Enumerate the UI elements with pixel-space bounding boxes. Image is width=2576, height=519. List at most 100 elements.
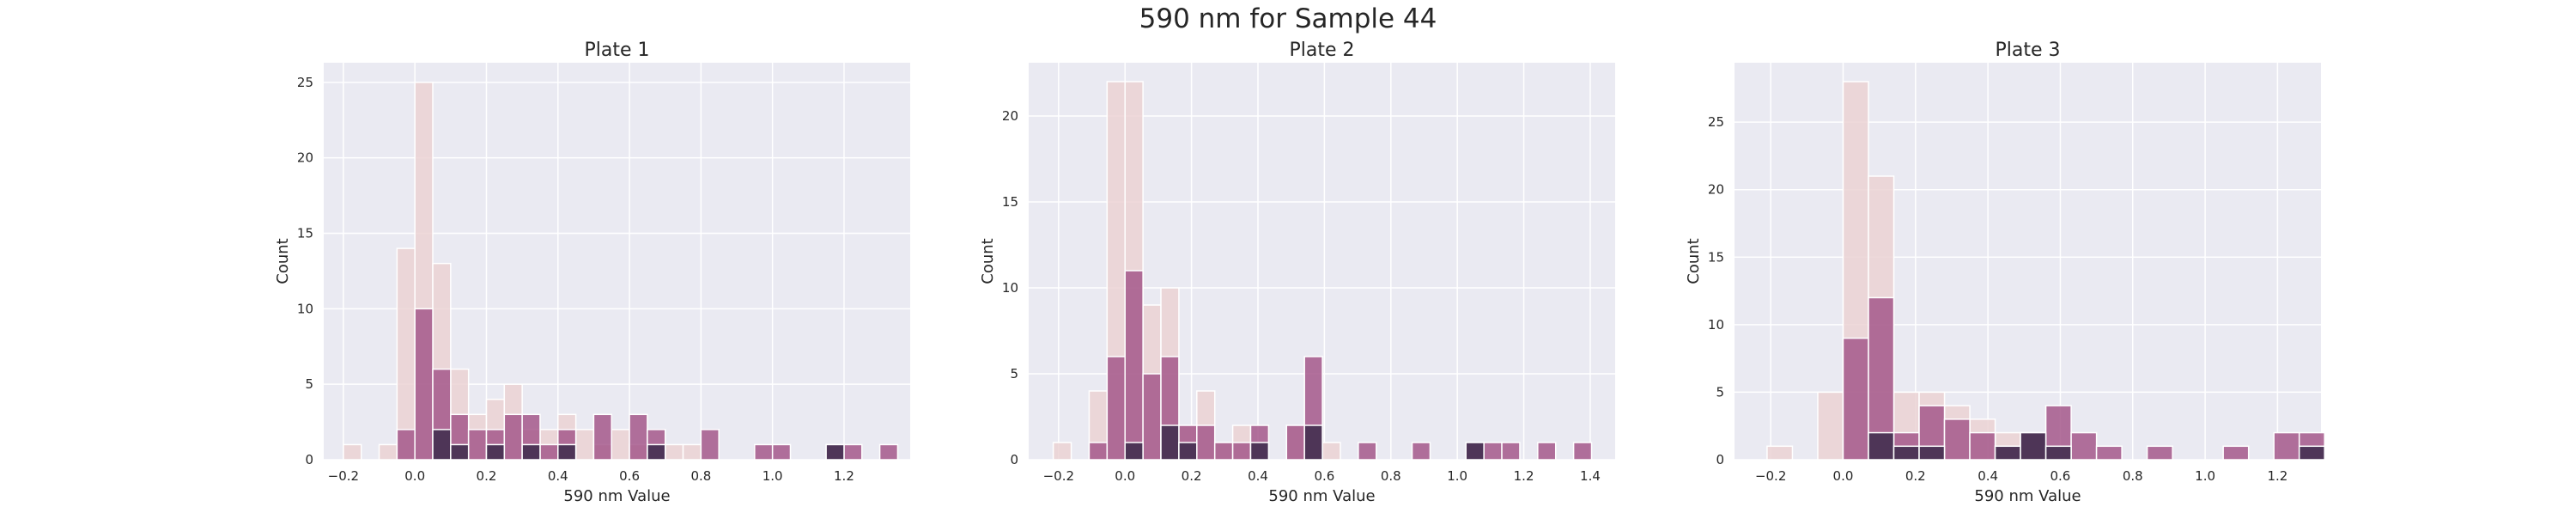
histogram-bar-dark <box>2020 431 2047 461</box>
histogram-bar-light <box>1766 445 1794 461</box>
histogram-bar-mid <box>1124 270 1144 461</box>
x-tick-label: 0.4 <box>548 468 568 484</box>
histogram-bar-mid <box>700 429 720 461</box>
histogram-bar-mid <box>878 443 899 461</box>
y-tick-label: 15 <box>1002 194 1018 210</box>
x-tick-label: 1.0 <box>762 468 783 484</box>
histogram-bar-mid <box>539 443 559 461</box>
histogram-bar-light <box>682 443 702 461</box>
histogram-bar-mid <box>1285 424 1305 461</box>
y-tick-label: 15 <box>297 226 313 241</box>
x-tick-label: 0.6 <box>619 468 640 484</box>
histogram-bar-dark <box>2044 445 2072 461</box>
x-tick-label: 1.2 <box>1514 468 1534 484</box>
histogram-bar-mid <box>1106 356 1126 461</box>
bars <box>1052 81 1593 461</box>
bars <box>343 82 899 461</box>
x-tick-label: 1.0 <box>2195 468 2215 484</box>
x-tick-label: 1.4 <box>1580 468 1601 484</box>
histogram-bar-mid <box>1196 424 1216 461</box>
histogram-bar-mid <box>2146 445 2173 461</box>
histogram-bar-dark <box>1178 442 1198 461</box>
histogram-bar-dark <box>485 443 506 461</box>
histogram-bar-dark <box>521 443 541 461</box>
x-tick-label: −0.2 <box>1755 468 1786 484</box>
y-tick-label: 20 <box>1002 108 1018 124</box>
histogram-bar-mid <box>629 413 648 461</box>
histogram-bar-mid <box>1088 442 1109 461</box>
histogram-bar-dark <box>432 429 452 461</box>
histogram-bar-mid <box>414 308 434 461</box>
histogram-bar-mid <box>1943 418 1971 461</box>
histogram-bar-mid <box>1483 442 1503 461</box>
x-tick-label: 0.2 <box>1905 468 1926 484</box>
histogram-bar-mid <box>1969 431 1996 461</box>
histogram-bar-mid <box>2222 445 2250 461</box>
y-tick-label: 10 <box>1002 280 1018 296</box>
histogram-bar-mid <box>1537 442 1557 461</box>
y-tick-label: 25 <box>297 75 313 90</box>
x-tick-label: 0.0 <box>404 468 425 484</box>
y-tick-label: 5 <box>305 376 313 392</box>
y-tick-label: 25 <box>1708 114 1724 130</box>
histogram-bar-mid <box>1231 442 1252 461</box>
y-tick-label: 10 <box>1708 317 1724 333</box>
y-tick-label: 0 <box>305 452 313 467</box>
histogram-bar-dark <box>1918 445 1946 461</box>
panel-title: Plate 3 <box>1995 40 2060 61</box>
histogram-bar-mid <box>1411 442 1431 461</box>
x-tick-label: 0.6 <box>2050 468 2071 484</box>
histogram-bar-light <box>1817 391 1844 461</box>
panel-title: Plate 1 <box>584 40 649 61</box>
histogram-bar-mid <box>467 429 488 461</box>
x-tick-label: −0.2 <box>1043 468 1074 484</box>
plate-panel-3: −0.2 0.0 0.2 0.4 0.6 0.8 1.0 1.2 0 5 10 15 20 25 Plate… <box>1685 40 2325 505</box>
x-tick-label: 0.0 <box>1833 468 1854 484</box>
y-tick-label: 5 <box>1716 384 1724 400</box>
histogram-bar-light <box>396 247 416 461</box>
histogram-bar-light <box>664 443 684 461</box>
y-axis-label: Count <box>979 238 997 284</box>
histogram-bar-mid <box>1213 442 1234 461</box>
x-axis-label: 590 nm Value <box>1268 487 1375 505</box>
histogram-bar-mid <box>592 413 613 461</box>
x-tick-label: 0.0 <box>1115 468 1135 484</box>
histogram-bar-light <box>343 443 362 461</box>
histogram-bar-mid <box>1842 337 1869 461</box>
histogram-bar-mid <box>503 413 523 461</box>
histogram-bar-mid <box>2070 431 2098 461</box>
x-tick-label: 0.4 <box>1978 468 1998 484</box>
histogram-bar-mid <box>1142 373 1162 461</box>
histogram-bar-dark <box>450 443 470 461</box>
histogram-bar-light <box>611 429 630 461</box>
histogram-bar-mid <box>1501 442 1521 461</box>
panel-title: Plate 2 <box>1289 40 1354 61</box>
histogram-bar-dark <box>825 443 845 461</box>
histogram-bar-dark <box>2298 445 2325 461</box>
x-axis-label: 590 nm Value <box>563 487 670 505</box>
histogram-bar-light <box>378 443 398 461</box>
histogram-bar-dark <box>1303 424 1323 461</box>
y-axis-label: Count <box>1685 238 1703 284</box>
y-tick-label: 5 <box>1010 366 1018 382</box>
histogram-bar-dark <box>1160 424 1180 461</box>
histogram-bar-mid <box>1572 442 1593 461</box>
histogram-bar-dark <box>557 443 577 461</box>
plate-panel-1: −0.2 0.0 0.2 0.4 0.6 0.8 1.0 1.2 0 5 10 15 20 25 Plate… <box>274 40 910 505</box>
histogram-bar-dark <box>1994 445 2021 461</box>
x-tick-label: 0.2 <box>477 468 497 484</box>
x-tick-label: −0.2 <box>328 468 359 484</box>
histogram-bar-dark <box>1124 442 1144 461</box>
histogram-bar-mid <box>2273 431 2300 461</box>
histogram-bar-mid <box>396 429 416 461</box>
y-tick-label: 10 <box>297 301 313 316</box>
x-tick-label: 0.6 <box>1314 468 1334 484</box>
x-axis-label: 590 nm Value <box>1974 487 2081 505</box>
histogram-bar-mid <box>754 443 774 461</box>
y-tick-label: 20 <box>297 150 313 166</box>
histogram-bar-light <box>1321 442 1341 461</box>
histogram-bar-mid <box>2095 445 2123 461</box>
y-tick-label: 20 <box>1708 182 1724 198</box>
